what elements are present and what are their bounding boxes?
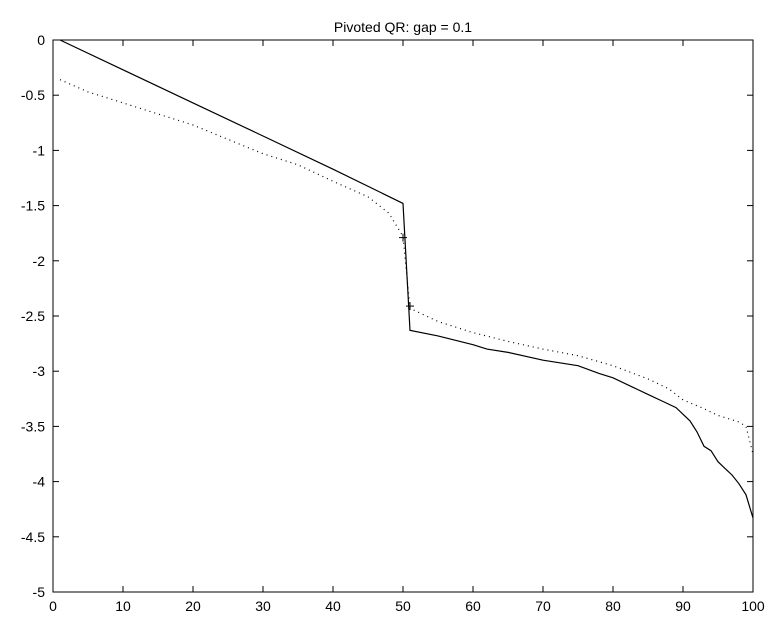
- plot-frame: [52, 39, 754, 593]
- y-tick-label: -1.5: [21, 198, 45, 214]
- axes: [52, 39, 754, 593]
- y-tick-label: -5: [33, 584, 46, 600]
- chart-title: Pivoted QR: gap = 0.1: [334, 19, 472, 35]
- x-tick-label: 30: [255, 598, 271, 614]
- x-tick-label: 40: [325, 598, 341, 614]
- y-tick-label: -2.5: [21, 308, 45, 324]
- x-tick-label: 10: [115, 598, 131, 614]
- series-line-solid: [59, 39, 754, 519]
- plus-marker: [406, 302, 414, 311]
- x-axis-ticks: 0 10 20 30 40 50 60 70 80 90 100: [49, 40, 765, 614]
- y-tick-label: -3.5: [21, 418, 45, 434]
- y-axis-ticks: 0 -0.5 -1 -1.5 -2 -2.5 -3 -3.5 -4 -4.5 -5: [21, 32, 753, 600]
- x-tick-label: 20: [185, 598, 201, 614]
- plus-marker: [399, 233, 407, 242]
- x-tick-label: 70: [535, 598, 551, 614]
- y-tick-label: -0.5: [21, 87, 45, 103]
- x-tick-label: 0: [49, 598, 57, 614]
- plot-series: [59, 39, 754, 519]
- series-line-dotted: [59, 79, 754, 455]
- x-tick-label: 60: [465, 598, 481, 614]
- x-tick-label: 100: [741, 598, 765, 614]
- y-tick-label: -2: [33, 253, 46, 269]
- y-tick-label: -4: [33, 474, 46, 490]
- y-tick-label: 0: [37, 32, 45, 48]
- x-tick-label: 50: [395, 598, 411, 614]
- x-tick-label: 80: [605, 598, 621, 614]
- y-tick-label: -4.5: [21, 529, 45, 545]
- y-tick-label: -3: [33, 363, 46, 379]
- x-tick-label: 90: [675, 598, 691, 614]
- y-tick-label: -1: [33, 142, 46, 158]
